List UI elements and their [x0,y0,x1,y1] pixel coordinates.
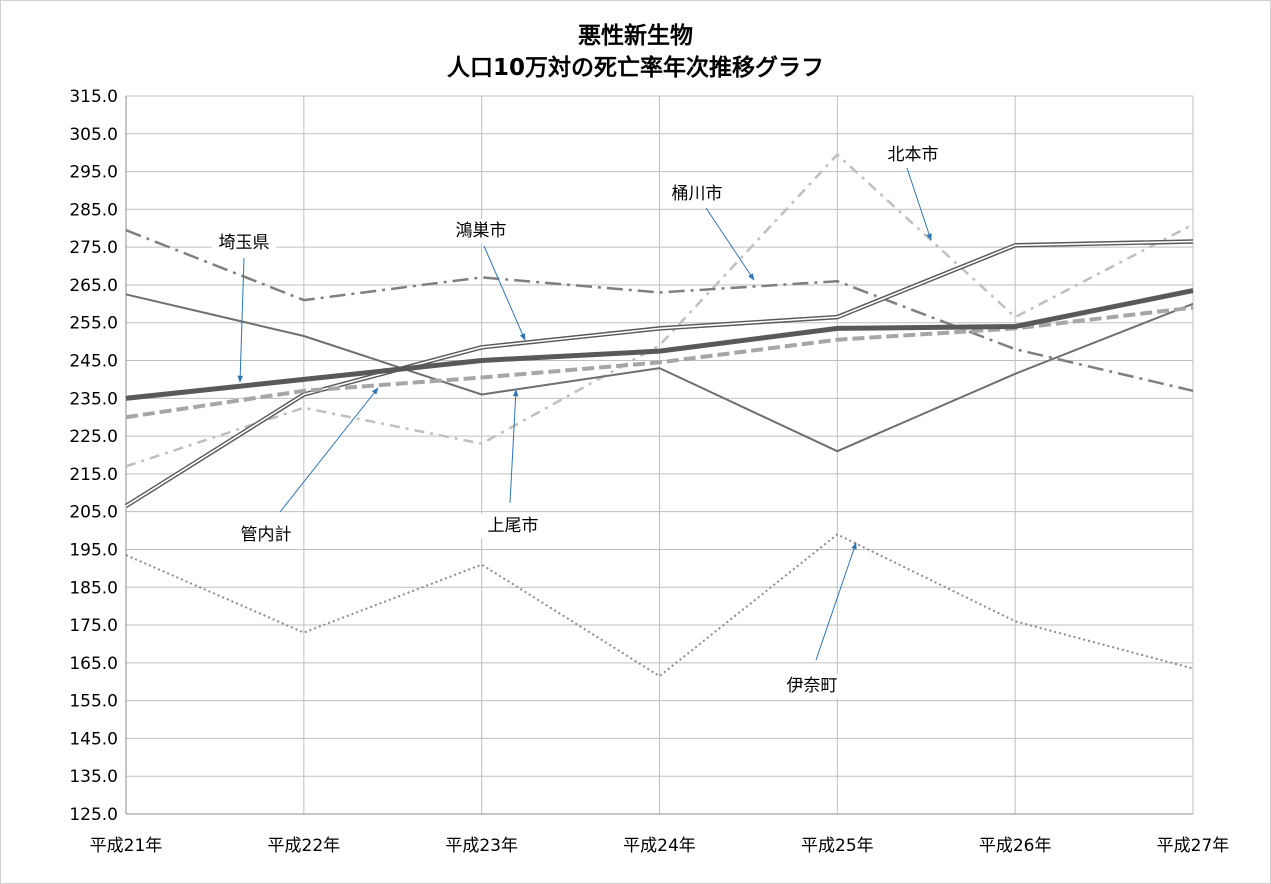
y-tick-label: 315.0 [69,87,118,107]
y-tick-label: 235.0 [69,389,118,409]
chart-title-line-1: 悪性新生物 [578,23,693,49]
callout-arrow [483,245,526,341]
y-tick-label: 195.0 [69,540,118,560]
series-group [124,153,1194,678]
callout-label-bg [665,182,729,206]
y-tick-label: 125.0 [69,805,118,825]
x-tick-label: 平成23年 [445,836,518,856]
y-tick-label: 175.0 [69,616,118,636]
y-tick-label: 285.0 [69,200,118,220]
y-tick-label: 225.0 [69,427,118,447]
x-tick-label: 平成27年 [1157,836,1230,856]
y-tick-label: 215.0 [69,465,118,485]
callout-arrow [279,387,379,513]
x-tick-label: 平成26年 [979,836,1052,856]
y-tick-label: 245.0 [69,352,118,372]
series-line [125,229,1194,393]
axes: 125.0 135.0 145.0 155.0 165.0 175.0 185.0 195.0… [69,87,1229,856]
series-label: 伊奈町 [787,676,838,696]
x-tick-label: 平成25年 [801,836,874,856]
callout-arrow [509,389,519,504]
y-tick-label: 265.0 [69,276,118,296]
callout-label-bg [212,231,276,255]
series-label: 管内計 [241,525,292,545]
x-tick-label: 平成24年 [623,836,696,856]
x-tick-label: 平成22年 [268,836,341,856]
series-label: 桶川市 [672,184,723,204]
y-tick-label: 275.0 [69,238,118,258]
y-tick-label: 255.0 [69,314,118,334]
y-tick-label: 145.0 [69,729,118,749]
y-tick-label: 205.0 [69,503,118,523]
series-label: 埼玉県 [219,233,270,253]
series-line [125,288,1194,401]
series-label: 北本市 [888,145,939,165]
callout-label-bg [780,674,844,698]
callout-label-bg [449,219,513,243]
callout-label-bg [234,523,298,547]
y-tick-label: 165.0 [69,654,118,674]
series-label: 鴻巣市 [456,221,507,241]
callout-arrow [237,257,245,383]
series-line-inner [125,240,1194,507]
x-tick-label: 平成21年 [90,836,163,856]
y-tick-label: 305.0 [69,125,118,145]
callout-arrow [815,542,857,661]
series-label: 上尾市 [488,516,539,536]
chart-title: 悪性新生物 人口10万対の死亡率年次推移グラフ [0,20,1271,84]
callout-arrow [705,207,755,281]
gridlines [125,95,1194,815]
chart-title-line-2: 人口10万対の死亡率年次推移グラフ [446,55,824,81]
callout-label-bg [481,514,545,538]
y-tick-label: 155.0 [69,692,118,712]
y-tick-label: 295.0 [69,163,118,183]
series-line [125,293,1194,453]
y-tick-label: 185.0 [69,578,118,598]
callout-label-bg [881,143,945,167]
y-tick-label: 135.0 [69,767,118,787]
callout-arrow [906,167,932,241]
